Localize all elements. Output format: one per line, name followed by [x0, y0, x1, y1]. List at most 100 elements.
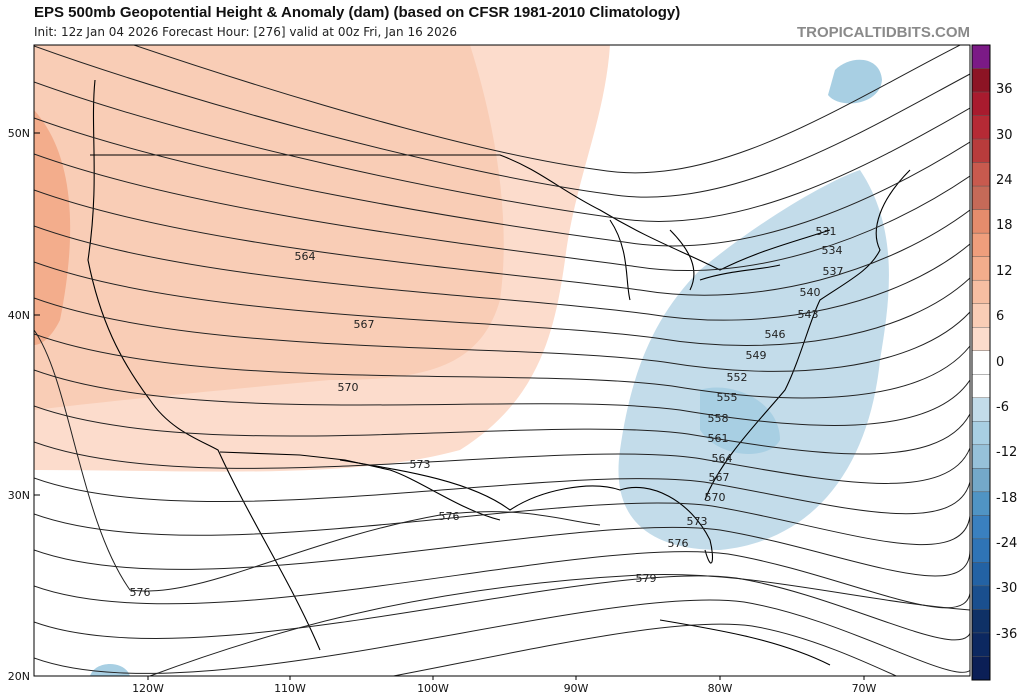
- height-contour-line: [34, 575, 970, 641]
- colorbar-swatch: [971, 468, 991, 493]
- height-contour-line: [132, 45, 962, 174]
- longitude-label: 120W: [132, 682, 164, 695]
- colorbar-label: 18: [996, 218, 1013, 234]
- negative-anomaly-region: [828, 59, 882, 104]
- longitude-label: 80W: [708, 682, 733, 695]
- great-lakes: [609, 219, 781, 301]
- colorbar-swatch: [971, 421, 991, 446]
- contour-label: 573: [410, 458, 431, 471]
- contour-label: 552: [727, 371, 748, 384]
- gulf-coast: [339, 459, 714, 564]
- contour-label: 540: [800, 286, 821, 299]
- latitude-label: 40N: [8, 309, 30, 322]
- us-mexico-border: [219, 451, 501, 521]
- east-coast: [704, 169, 911, 501]
- height-contour-line: [34, 526, 970, 577]
- us-canada-border: [90, 154, 831, 271]
- cuba: [659, 619, 831, 666]
- height-contour-line: [34, 441, 970, 484]
- colorbar-frame: [971, 44, 991, 681]
- longitude-label: 90W: [564, 682, 589, 695]
- colorbar-label: -18: [996, 490, 1018, 506]
- colorbar-label: 0: [996, 354, 1005, 370]
- height-contour-line: [34, 117, 970, 247]
- west-coast: [87, 79, 321, 651]
- height-contour-line: [34, 297, 970, 372]
- height-contour-line: [391, 623, 898, 676]
- colorbar-swatch: [971, 138, 991, 163]
- colorbar-swatch: [971, 350, 991, 375]
- negative-anomaly-region: [700, 387, 780, 454]
- contour-label: 537: [823, 265, 844, 278]
- contour-label: 567: [709, 471, 730, 484]
- contour-label: 564: [712, 452, 733, 465]
- height-contour-line: [34, 225, 970, 321]
- longitude-labels: 120W 110W 100W 90W 80W 70W: [132, 676, 877, 695]
- map-subtitle: Init: 12z Jan 04 2026 Forecast Hour: [27…: [34, 25, 458, 39]
- latitude-label: 50N: [8, 127, 30, 140]
- latitude-labels: 50N 40N 30N 20N: [8, 127, 40, 683]
- height-contour-line: [34, 477, 970, 515]
- height-contour-line: [34, 81, 970, 222]
- anomaly-shading: [34, 45, 889, 676]
- height-contour-line: [34, 261, 970, 346]
- colorbar-swatch: [971, 609, 991, 634]
- coastlines-borders: [87, 79, 911, 666]
- longitude-label: 70W: [852, 682, 877, 695]
- latitude-label: 20N: [8, 670, 30, 683]
- colorbar-swatch: [971, 397, 991, 422]
- colorbar-swatch: [971, 632, 991, 657]
- height-contour-line: [34, 153, 970, 271]
- contour-label: 555: [717, 391, 738, 404]
- colorbar-label: -12: [996, 445, 1018, 461]
- colorbar-swatch: [971, 562, 991, 587]
- height-contour-line: [34, 369, 970, 426]
- positive-anomaly-region: [34, 45, 504, 410]
- brand-watermark: TROPICALTIDBITS.COM: [796, 24, 970, 41]
- colorbar-swatch: [971, 279, 991, 304]
- colorbar-swatch: [971, 44, 991, 69]
- colorbar-swatch: [971, 68, 991, 93]
- colorbar-label: 6: [996, 309, 1005, 325]
- contour-label: 534: [822, 244, 843, 257]
- height-contour-line: [34, 45, 970, 198]
- contour-label: 561: [708, 432, 729, 445]
- height-contours: [34, 45, 970, 676]
- map-title: EPS 500mb Geopotential Height & Anomaly …: [34, 4, 681, 21]
- colorbar-swatch: [971, 256, 991, 281]
- colorbar: [971, 44, 991, 681]
- colorbar-label: -24: [996, 535, 1018, 551]
- colorbar-label: 24: [996, 173, 1013, 189]
- contour-label: 570: [705, 491, 726, 504]
- height-contour-line: [149, 573, 970, 676]
- contour-label: 549: [746, 349, 767, 362]
- colorbar-swatch: [971, 491, 991, 516]
- height-contour-line: [34, 189, 970, 296]
- contour-label: 543: [798, 308, 819, 321]
- colorbar-label: 30: [996, 127, 1013, 143]
- colorbar-swatch: [971, 91, 991, 116]
- latitude-label: 30N: [8, 489, 30, 502]
- height-contour-line: [34, 405, 970, 455]
- longitude-label: 100W: [417, 682, 449, 695]
- negative-anomaly-region: [618, 170, 889, 550]
- contour-label: 558: [708, 412, 729, 425]
- height-contour-line: [34, 502, 970, 546]
- contour-label: 576: [130, 586, 151, 599]
- height-contour-line: [34, 599, 970, 674]
- colorbar-swatch: [971, 538, 991, 563]
- colorbar-swatch: [971, 303, 991, 328]
- contour-label: 576: [439, 510, 460, 523]
- contour-label: 573: [687, 515, 708, 528]
- longitude-label: 110W: [274, 682, 306, 695]
- colorbar-swatch: [971, 444, 991, 469]
- colorbar-label: -30: [996, 581, 1018, 597]
- colorbar-swatch: [971, 515, 991, 540]
- contour-label: 564: [295, 250, 316, 263]
- colorbar-swatch: [971, 327, 991, 351]
- colorbar-label: -36: [996, 626, 1018, 642]
- contour-label: 579: [636, 572, 657, 585]
- colorbar-swatch: [971, 656, 991, 681]
